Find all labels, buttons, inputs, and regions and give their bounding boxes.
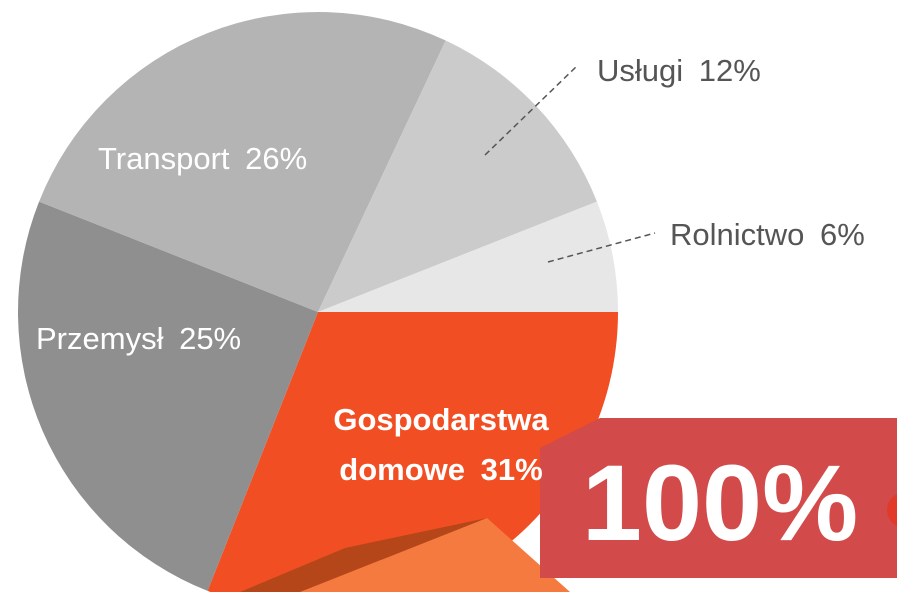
slice-label: Transport 26% <box>98 140 307 178</box>
decoration <box>887 493 897 527</box>
annotation-box <box>540 418 897 578</box>
value-label: 31% <box>480 452 543 487</box>
decoration <box>300 518 570 592</box>
slice-label: Rolnictwo 6% <box>670 216 865 254</box>
slice <box>318 40 597 313</box>
annotation: 100% <box>581 442 859 563</box>
leader-line <box>547 232 656 263</box>
slice <box>17 201 318 591</box>
category-label: Rolnictwo <box>670 217 805 252</box>
slice-label: Przemysł 25% <box>36 320 241 358</box>
value-label: 25% <box>179 321 242 356</box>
category-label: Przemysł <box>36 321 164 356</box>
value-label: 26% <box>245 141 308 176</box>
slice-label: Gospodarstwa domowe 31% <box>306 395 576 495</box>
category-label: Gospodarstwa domowe <box>333 402 549 487</box>
value-label: 12% <box>698 53 761 88</box>
pie <box>17 11 618 592</box>
category-label: Transport <box>98 141 230 176</box>
category-label: Usługi <box>597 53 684 88</box>
slice <box>207 312 618 592</box>
slice <box>318 201 618 312</box>
slice <box>39 11 446 313</box>
slice-label: Usługi 12% <box>597 52 761 90</box>
value-label: 6% <box>820 217 865 252</box>
leader-line <box>484 64 579 156</box>
